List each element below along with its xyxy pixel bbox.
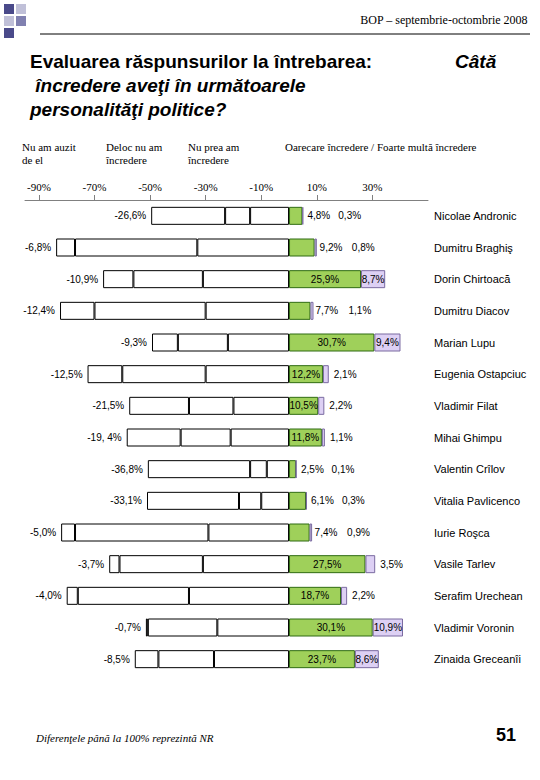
svg-text:1,1%: 1,1%	[348, 305, 371, 316]
svg-text:25,9%: 25,9%	[311, 274, 339, 285]
svg-text:1,1%: 1,1%	[330, 432, 353, 443]
svg-text:-6,8%: -6,8%	[25, 242, 51, 253]
svg-text:Evaluarea răspunsurilor la înt: Evaluarea răspunsurilor la întrebarea:	[30, 51, 372, 72]
svg-text:Valentin Crîlov: Valentin Crîlov	[434, 463, 505, 475]
svg-text:Vladimir Filat: Vladimir Filat	[434, 400, 498, 412]
svg-text:-33,1%: -33,1%	[110, 495, 142, 506]
svg-text:9,2%: 9,2%	[320, 242, 343, 253]
svg-text:Diferenţele până la 100% repre: Diferenţele până la 100% reprezintă NR	[35, 732, 214, 744]
svg-text:de el: de el	[22, 154, 43, 166]
svg-text:-10%: -10%	[249, 181, 273, 193]
svg-text:Dumitru Diacov: Dumitru Diacov	[434, 305, 510, 317]
svg-text:-70%: -70%	[83, 181, 107, 193]
svg-text:2,2%: 2,2%	[352, 590, 375, 601]
svg-text:încredere aveţi în următoarele: încredere aveţi în următoarele	[30, 75, 311, 96]
svg-text:Câtă: Câtă	[455, 51, 497, 72]
svg-text:personalităţi politice?: personalităţi politice?	[29, 99, 227, 120]
svg-text:Vladimir Voronin: Vladimir Voronin	[434, 622, 514, 634]
svg-text:încredere: încredere	[105, 154, 147, 166]
svg-text:2,2%: 2,2%	[329, 400, 352, 411]
svg-text:10,9%: 10,9%	[374, 622, 402, 633]
svg-text:-0,7%: -0,7%	[115, 622, 141, 633]
svg-text:8,6%: 8,6%	[355, 654, 378, 665]
svg-text:0,3%: 0,3%	[338, 210, 361, 221]
svg-text:-8,5%: -8,5%	[104, 654, 130, 665]
svg-text:27,5%: 27,5%	[313, 559, 341, 570]
svg-text:Oarecare încredere / Foarte mu: Oarecare încredere / Foarte multă încred…	[285, 141, 477, 153]
svg-text:Eugenia Ostapciuc: Eugenia Ostapciuc	[434, 368, 527, 380]
svg-text:Iurie Roşca: Iurie Roşca	[434, 527, 491, 539]
svg-text:6,1%: 6,1%	[311, 495, 334, 506]
svg-text:-3,7%: -3,7%	[78, 559, 104, 570]
svg-text:Serafim Urechean: Serafim Urechean	[434, 590, 523, 602]
svg-text:3,5%: 3,5%	[380, 559, 403, 570]
svg-text:4,8%: 4,8%	[307, 210, 330, 221]
svg-text:Vitalia Pavlicenco: Vitalia Pavlicenco	[434, 495, 520, 507]
svg-text:Dorin Chirtoacă: Dorin Chirtoacă	[434, 273, 511, 285]
svg-text:2,5%: 2,5%	[301, 464, 324, 475]
svg-text:-4,0%: -4,0%	[36, 590, 62, 601]
svg-text:BOP – septembrie-octombrie 200: BOP – septembrie-octombrie 2008	[360, 13, 527, 27]
svg-text:-9,3%: -9,3%	[121, 337, 147, 348]
svg-text:Nu prea am: Nu prea am	[188, 141, 242, 153]
svg-text:-19, 4%: -19, 4%	[87, 432, 122, 443]
svg-text:18,7%: 18,7%	[301, 590, 329, 601]
svg-text:23,7%: 23,7%	[308, 654, 336, 665]
svg-text:Vasile Tarlev: Vasile Tarlev	[434, 558, 496, 570]
svg-text:-50%: -50%	[138, 181, 162, 193]
svg-text:0,9%: 0,9%	[347, 527, 370, 538]
svg-text:Nicolae Andronic: Nicolae Andronic	[434, 210, 517, 222]
svg-text:11,8%: 11,8%	[292, 432, 320, 443]
svg-text:12,2%: 12,2%	[292, 369, 320, 380]
svg-text:9,4%: 9,4%	[376, 337, 399, 348]
svg-text:-26,6%: -26,6%	[114, 210, 146, 221]
svg-text:30,7%: 30,7%	[318, 337, 346, 348]
svg-text:-5,0%: -5,0%	[30, 527, 56, 538]
svg-text:7,7%: 7,7%	[315, 305, 338, 316]
svg-text:-90%: -90%	[27, 181, 51, 193]
svg-text:0,1%: 0,1%	[332, 464, 355, 475]
svg-text:-36,8%: -36,8%	[111, 464, 143, 475]
svg-text:0,3%: 0,3%	[342, 495, 365, 506]
svg-text:0,8%: 0,8%	[352, 242, 375, 253]
svg-text:Deloc nu am: Deloc nu am	[106, 141, 165, 153]
svg-text:Zinaida Greceanîi: Zinaida Greceanîi	[434, 653, 521, 665]
svg-text:Nu am auzit: Nu am auzit	[22, 141, 79, 153]
svg-text:-12,4%: -12,4%	[23, 305, 55, 316]
svg-text:Mihai Ghimpu: Mihai Ghimpu	[434, 432, 502, 444]
svg-text:Dumitru Braghiş: Dumitru Braghiş	[434, 242, 513, 254]
svg-text:8,7%: 8,7%	[362, 274, 385, 285]
svg-text:-21,5%: -21,5%	[93, 400, 125, 411]
svg-text:Marian Lupu: Marian Lupu	[434, 337, 495, 349]
svg-text:-30%: -30%	[194, 181, 218, 193]
svg-text:10%: 10%	[307, 181, 327, 193]
svg-text:-10,9%: -10,9%	[66, 274, 98, 285]
svg-text:30%: 30%	[362, 181, 382, 193]
svg-text:-12,5%: -12,5%	[51, 369, 83, 380]
svg-text:30,1%: 30,1%	[317, 622, 345, 633]
svg-text:10,5%: 10,5%	[289, 400, 317, 411]
svg-text:7,4%: 7,4%	[315, 527, 338, 538]
svg-text:51: 51	[496, 725, 516, 745]
svg-text:încredere: încredere	[187, 154, 229, 166]
svg-text:2,1%: 2,1%	[334, 369, 357, 380]
